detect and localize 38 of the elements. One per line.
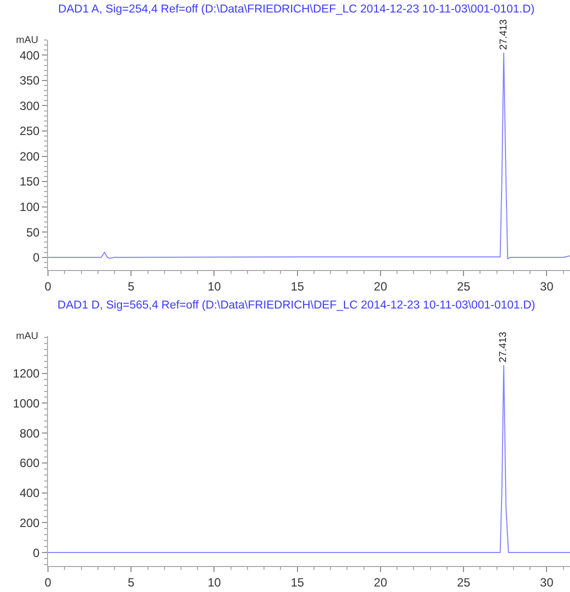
line-series (48, 364, 570, 554)
y-tick-label: 0 (32, 546, 40, 560)
x-tick-label: 20 (374, 279, 388, 294)
annotation: 27.413 (498, 18, 510, 50)
y-tick-label: 250 (20, 124, 40, 138)
line-series (48, 52, 570, 260)
y-tick-label: 600 (20, 456, 40, 470)
x-tick-label: 30 (540, 575, 554, 590)
y-tick-label: 0 (32, 250, 40, 265)
y-axis-title: mAU (16, 35, 38, 46)
x-tick-label: 20 (374, 575, 388, 590)
y-tick-label: 50 (26, 225, 40, 240)
x-tick-label: 0 (44, 279, 52, 294)
y-axis-title: mAU (16, 331, 38, 342)
y-tick-label: 400 (20, 486, 40, 500)
y-tick-label: 100 (20, 200, 40, 214)
y-tick-label: 400 (20, 48, 40, 62)
x-tick-label: 10 (208, 279, 222, 294)
chart-title: DAD1 A, Sig=254,4 Ref=off (D:\Data\FRIEDRICH\DEF_LC 2014-12-23 10-11-03\001-0101.D) (58, 3, 535, 16)
x-tick-label: 10 (208, 575, 222, 590)
chart-title: DAD1 D, Sig=565,4 Ref=off (D:\Data\FRIEDRICH\DEF_LC 2014-12-23 10-11-03\001-0101.D) (58, 299, 536, 312)
x-tick-label: 30 (540, 279, 554, 294)
y-tick-label: 350 (20, 74, 40, 88)
y-tick-label: 800 (20, 426, 40, 440)
x-tick-label: 5 (128, 575, 135, 590)
x-tick-label: 25 (456, 279, 471, 294)
annotation: 27.413 (498, 331, 510, 362)
y-tick-label: 200 (20, 516, 40, 530)
x-tick-label: 5 (128, 279, 135, 294)
x-tick-label: 25 (456, 575, 471, 590)
y-tick-label: 1200 (12, 366, 40, 381)
x-tick-label: 0 (44, 575, 52, 590)
x-tick-label: 15 (290, 279, 304, 294)
y-tick-label: 200 (20, 149, 40, 164)
y-tick-label: 300 (20, 98, 40, 113)
y-tick-label: 150 (20, 174, 40, 189)
y-tick-label: 1000 (12, 396, 40, 410)
x-tick-label: 15 (290, 575, 304, 590)
